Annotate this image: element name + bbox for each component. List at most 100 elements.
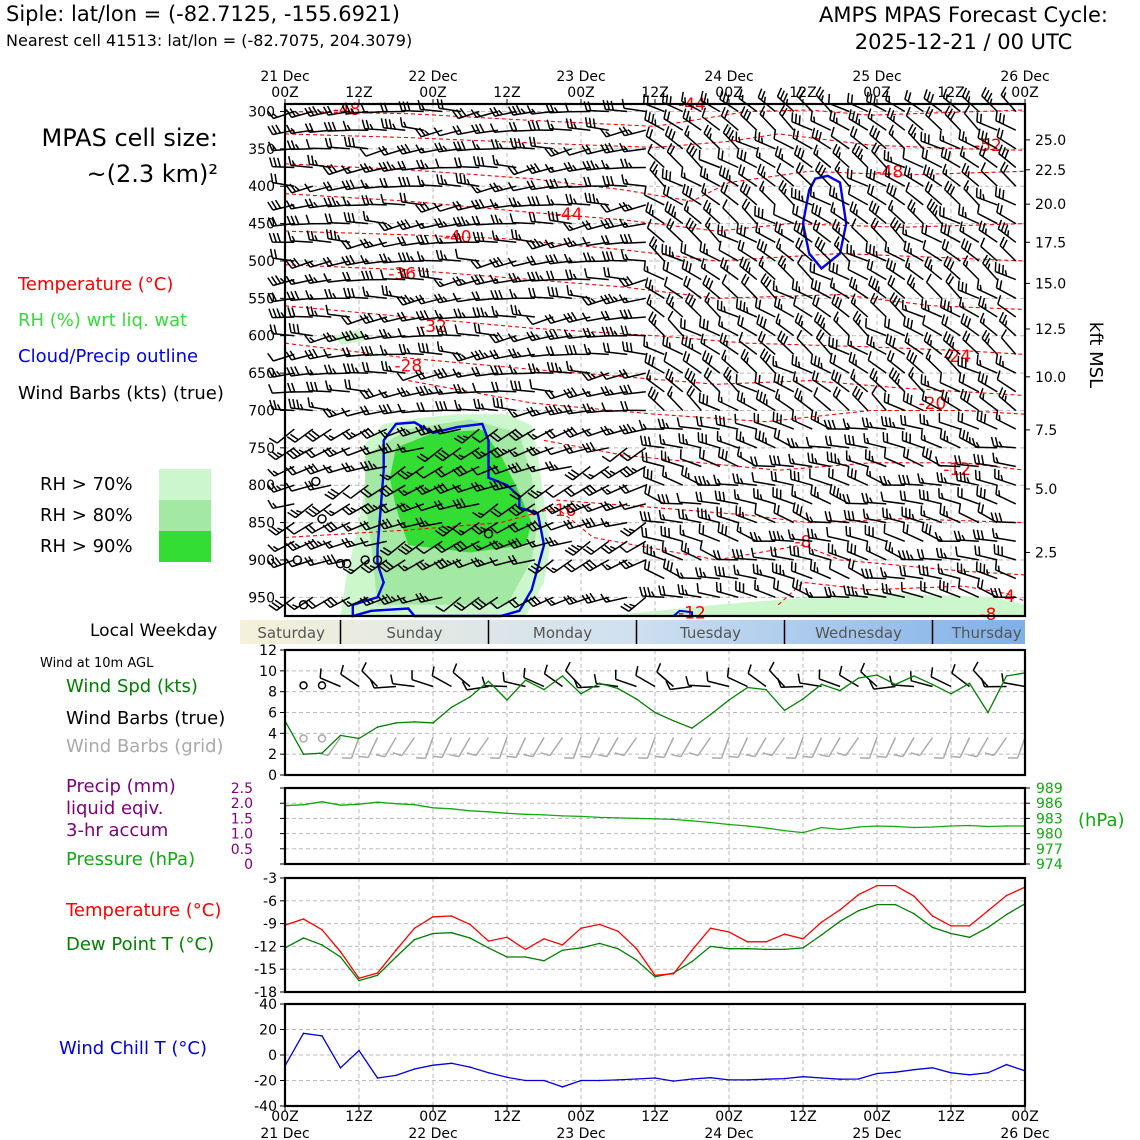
wind-speed-tick-label: 2 — [268, 747, 277, 763]
wind-barb — [398, 268, 424, 281]
wind-barb — [341, 104, 369, 115]
surface-wind-barb-grid — [876, 737, 897, 759]
rh80-swatch — [159, 500, 211, 531]
wind-barb — [939, 373, 961, 393]
precip-tick-label: 2.5 — [231, 781, 253, 797]
wind-barb — [865, 541, 887, 561]
surface-wind-barb-grid — [654, 737, 675, 759]
pressure-tick-label: 350 — [248, 142, 275, 158]
dewpoint-line-point — [432, 932, 434, 935]
temperature-line-point — [543, 938, 545, 940]
wind-barb — [286, 428, 314, 443]
wind-barb — [979, 312, 998, 337]
wind-barb — [379, 177, 406, 188]
wind-barb — [666, 385, 684, 412]
pressure-line-point — [339, 804, 342, 806]
wind-barb — [285, 350, 313, 361]
wind-barb — [934, 456, 961, 468]
wind-barb — [433, 482, 462, 494]
wind-barb — [842, 418, 868, 430]
wind-barb — [939, 504, 961, 524]
wind-barb — [990, 587, 1016, 599]
wind-barb — [285, 275, 313, 286]
wind-barb — [544, 446, 573, 456]
wind-barb — [649, 161, 665, 187]
wind-barb — [416, 447, 443, 463]
wind-barb — [713, 474, 739, 486]
kft-tick-label: 2.5 — [1035, 545, 1057, 561]
wind-barb — [994, 468, 1017, 486]
wind-barb — [749, 531, 776, 543]
wind-barb — [359, 502, 388, 515]
wind-barb — [581, 312, 609, 322]
wind-barb — [507, 257, 535, 267]
wind-barb — [680, 541, 702, 561]
wind-speed-tick-label: 8 — [268, 685, 277, 701]
wind-barb — [845, 525, 869, 543]
wind-barb — [489, 106, 517, 117]
wind-barb — [618, 201, 647, 212]
wind-barb — [963, 104, 980, 131]
temperature-line-point — [820, 921, 823, 923]
wind-barb — [417, 175, 443, 187]
wind-barb — [955, 546, 979, 561]
wind-barb — [904, 90, 924, 113]
wind-barb — [663, 109, 684, 131]
wind-barb — [415, 385, 443, 397]
wind-barb — [619, 540, 647, 554]
dewpoint-line-point — [950, 932, 952, 935]
wind-barb — [757, 163, 776, 187]
wind-speed-line-point — [395, 722, 397, 724]
wind-barb — [867, 350, 887, 374]
wind-barb — [582, 327, 609, 338]
wind-barb — [941, 238, 961, 262]
wind-barb — [792, 371, 813, 393]
pressure-tick-label: 900 — [248, 553, 275, 569]
wind-barb — [648, 236, 665, 262]
wind-barb — [563, 311, 591, 323]
pressure-line-point — [543, 814, 545, 816]
wind-barb — [809, 468, 832, 486]
kft-tick-label: 22.5 — [1035, 163, 1066, 179]
pressure-line-point — [783, 829, 786, 832]
wind-speed-line-point — [598, 682, 601, 685]
wind-barb — [852, 310, 869, 337]
wind-barb — [415, 219, 443, 230]
wind-barb — [846, 466, 869, 486]
wind-barb — [490, 503, 517, 518]
bottom-hour-label: 00Z — [715, 1109, 742, 1125]
wind-barb — [754, 504, 776, 524]
kft-tick-label: 7.5 — [1035, 423, 1057, 439]
wind-speed-line-point — [691, 727, 693, 729]
wind-barb — [452, 540, 480, 553]
wind-barb — [808, 544, 832, 561]
wind-barb — [772, 411, 795, 430]
wind-barb — [618, 559, 647, 570]
wind-chill-line-point — [802, 1075, 804, 1078]
wind-speed-tick-label: 10 — [259, 664, 277, 680]
wind-barb — [828, 93, 850, 113]
wind-barb — [286, 596, 314, 611]
wind-barb — [581, 484, 610, 497]
wind-barb — [755, 146, 776, 169]
dewpoint-line-point — [894, 903, 897, 906]
wind-barb — [902, 316, 924, 337]
wind-barb — [737, 315, 758, 337]
wind-speed-line-point — [339, 734, 342, 737]
wind-barb — [998, 387, 1017, 412]
wind-barb — [544, 461, 572, 472]
wind-barb — [564, 344, 591, 356]
wind-barb — [686, 385, 702, 411]
wind-barb — [775, 238, 795, 262]
wind-barb — [758, 180, 776, 206]
wind-barb — [681, 334, 702, 356]
pressure-right-tick-label: 989 — [1036, 781, 1063, 797]
wind-barb — [396, 443, 424, 453]
wind-barb — [702, 275, 721, 299]
wind-barb — [267, 124, 295, 136]
wind-barb — [563, 519, 591, 530]
dewpoint-line-point — [1005, 913, 1008, 916]
surface-wind-barb-true — [361, 662, 379, 688]
surface-wind-barb-true — [888, 675, 915, 688]
wind-barb — [865, 167, 887, 187]
